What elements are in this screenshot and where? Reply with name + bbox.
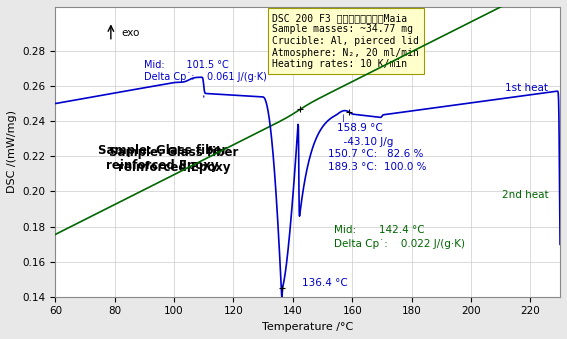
Text: 2nd heat: 2nd heat [502, 190, 548, 200]
Y-axis label: DSC /(mW/mg): DSC /(mW/mg) [7, 111, 17, 193]
Text: -43.10 J/g: -43.10 J/g [337, 137, 393, 147]
Text: Mid:       142.4 °C: Mid: 142.4 °C [335, 225, 425, 235]
Text: Sample: Glass fiber
reinforced Epoxy: Sample: Glass fiber reinforced Epoxy [109, 146, 239, 174]
Text: Delta Cp˙:    0.022 J/(g·K): Delta Cp˙: 0.022 J/(g·K) [335, 239, 466, 249]
Text: 1st heat: 1st heat [505, 83, 548, 93]
Text: DSC 200 F3 ​​​​​​​​Maia
Sample masses: ~34.77 mg
Crucible: Al, pierced lid
Atmos: DSC 200 F3 ​​​​​​​​Maia Sample masses: ~… [272, 13, 419, 69]
Text: Mid:       101.5 °C: Mid: 101.5 °C [145, 60, 229, 70]
Text: 189.3 °C:  100.0 %: 189.3 °C: 100.0 % [328, 162, 427, 172]
Text: Sample: Glass fiber
reinforced Epoxy: Sample: Glass fiber reinforced Epoxy [98, 144, 227, 172]
X-axis label: Temperature /°C: Temperature /°C [262, 322, 353, 332]
Text: 158.9 °C: 158.9 °C [337, 123, 383, 133]
Text: 136.4 °C: 136.4 °C [302, 278, 348, 288]
Text: Delta Cp˙:    0.061 J/(g·K): Delta Cp˙: 0.061 J/(g·K) [145, 72, 267, 82]
Text: 150.7 °C:   82.6 %: 150.7 °C: 82.6 % [328, 149, 424, 159]
Text: exo: exo [121, 28, 139, 38]
